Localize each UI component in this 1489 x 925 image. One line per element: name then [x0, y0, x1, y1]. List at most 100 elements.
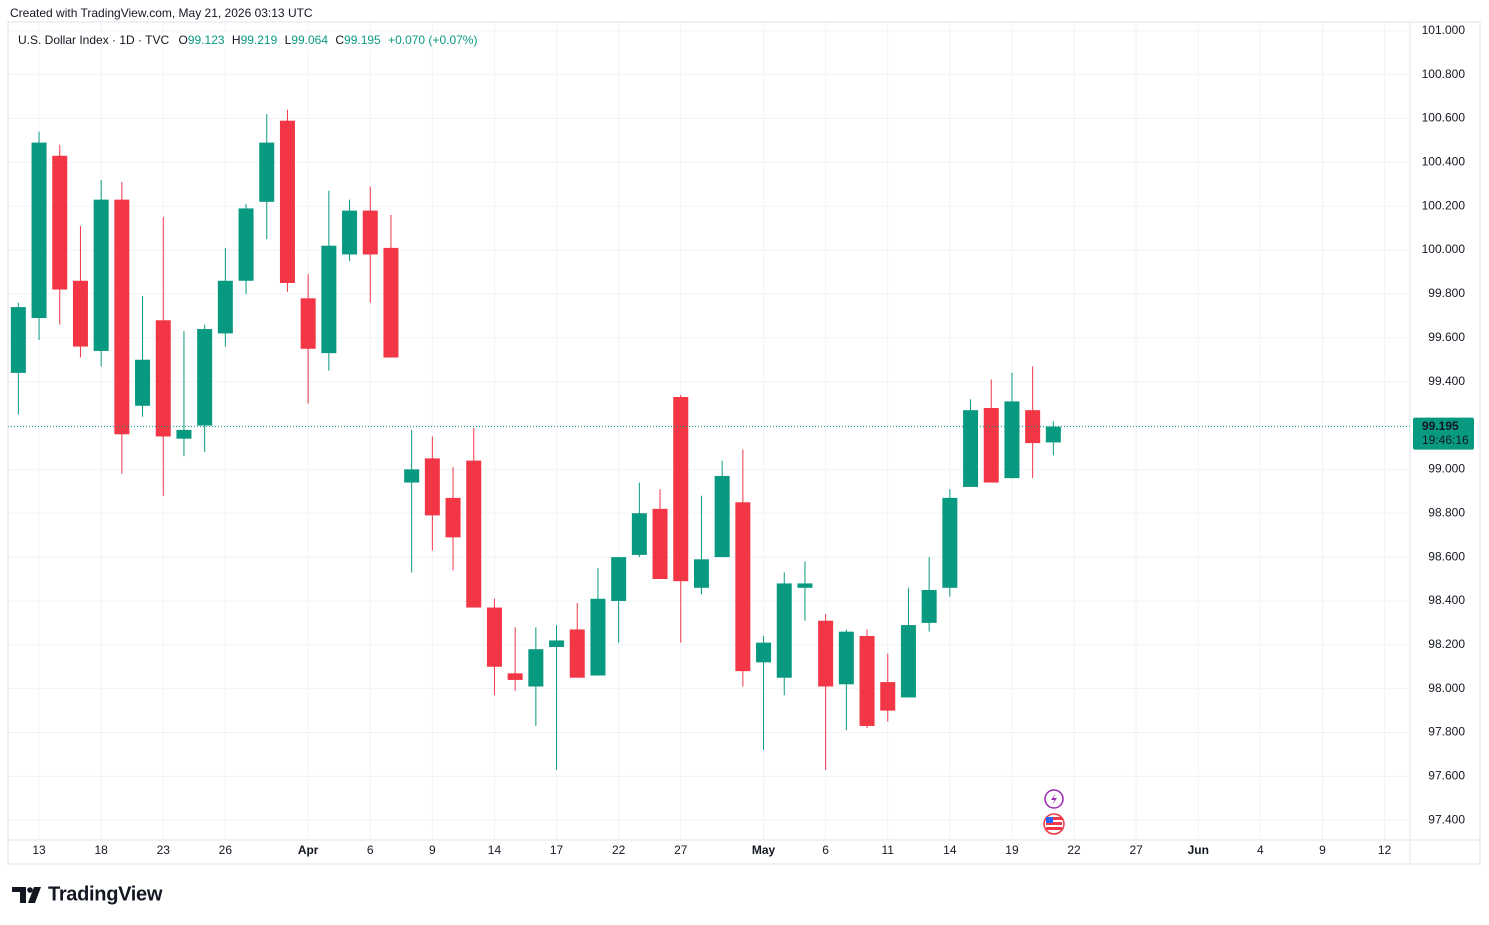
countdown-label: 19:46:16	[1422, 433, 1469, 447]
y-tick-label: 99.800	[1428, 286, 1465, 300]
candle-body	[528, 649, 544, 687]
y-tick-label: 100.600	[1422, 111, 1466, 125]
candle-body	[963, 410, 979, 487]
x-tick-label: 9	[1319, 843, 1326, 857]
candle-body	[549, 640, 565, 648]
candle-body	[52, 155, 68, 290]
y-tick-label: 100.000	[1422, 242, 1466, 256]
y-tick-label: 99.400	[1428, 374, 1465, 388]
x-tick-label: 17	[550, 843, 564, 857]
event-icons	[1043, 789, 1065, 835]
candle-body	[652, 508, 668, 580]
candle-body	[590, 598, 606, 676]
chart-frame	[7, 21, 1481, 865]
candle-body	[921, 589, 937, 623]
x-tick-label: 13	[32, 843, 46, 857]
x-tick-label: 9	[429, 843, 436, 857]
y-tick-label: 97.800	[1428, 725, 1465, 739]
candle-body	[776, 583, 792, 678]
y-tick-label: 97.400	[1428, 812, 1465, 826]
candle-body	[880, 682, 896, 711]
candle-body	[176, 429, 192, 439]
y-tick-label: 98.600	[1428, 549, 1465, 563]
candle-body	[135, 359, 151, 406]
flag-canton	[1046, 817, 1053, 823]
x-tick-label: Apr	[298, 843, 319, 857]
created-note: Created with TradingView.com, May 21, 20…	[10, 6, 313, 20]
legend-bg	[10, 32, 470, 50]
candle-body	[569, 629, 585, 678]
candle-body	[114, 199, 130, 435]
x-tick-label: 4	[1257, 843, 1264, 857]
candle-body	[259, 142, 275, 202]
x-tick-label: 14	[943, 843, 957, 857]
candle-body	[31, 142, 47, 319]
candle-body	[238, 208, 254, 281]
y-tick-label: 98.400	[1428, 593, 1465, 607]
candle-body	[72, 280, 88, 347]
brand-name: TradingView	[48, 883, 163, 905]
candle-body	[900, 625, 916, 698]
x-tick-label: 6	[822, 843, 829, 857]
change-label: +0.070 (+0.07%)	[388, 33, 477, 47]
ohlc-value: 99.219	[241, 33, 278, 47]
y-tick-label: 100.800	[1422, 67, 1466, 81]
candle-body	[404, 469, 420, 483]
candle-body	[321, 245, 337, 354]
candle-body	[838, 631, 854, 685]
candle-body	[486, 607, 502, 667]
y-tick-label: 97.600	[1428, 769, 1465, 783]
candle-body	[507, 673, 523, 680]
candle-body	[383, 247, 399, 358]
symbol-title: U.S. Dollar Index · 1D · TVC	[18, 33, 169, 47]
ohlc-key: H	[232, 33, 241, 47]
flag-stripe	[1046, 827, 1062, 830]
logo-part	[12, 887, 26, 903]
ohlc-value: 99.123	[188, 33, 225, 47]
candle-body	[859, 636, 875, 726]
candle-body	[300, 298, 316, 349]
candle-body	[424, 458, 440, 516]
plot-layer	[8, 22, 1410, 840]
logo-part	[28, 887, 41, 903]
x-tick-label: 22	[1067, 843, 1081, 857]
y-tick-label: 100.400	[1422, 155, 1466, 169]
candle-body	[445, 497, 461, 538]
candle-body	[756, 642, 772, 663]
candle-body	[1045, 426, 1061, 443]
logo-part	[27, 887, 33, 893]
x-tick-label: 19	[1005, 843, 1019, 857]
x-tick-label: Jun	[1188, 843, 1209, 857]
x-tick-label: 22	[612, 843, 626, 857]
candle-body	[631, 513, 647, 555]
x-tick-label: May	[752, 843, 776, 857]
y-tick-label: 101.000	[1422, 23, 1466, 37]
y-tick-label: 99.000	[1428, 462, 1465, 476]
x-tick-label: 11	[882, 843, 895, 857]
candle-body	[735, 502, 751, 672]
candle-body	[673, 397, 689, 582]
x-tick-label: 6	[367, 843, 374, 857]
candle-body	[797, 583, 813, 588]
ohlc-value: 99.064	[291, 33, 328, 47]
y-tick-label: 98.800	[1428, 505, 1465, 519]
candle-body	[1025, 410, 1041, 444]
candle-body	[693, 559, 709, 588]
candle-body	[466, 460, 482, 608]
x-tick-label: 23	[157, 843, 171, 857]
last-price-label: 99.195	[1422, 419, 1459, 433]
x-tick-label: 14	[488, 843, 502, 857]
candle-body	[818, 620, 834, 687]
flag-stripe	[1046, 817, 1062, 820]
ohlc-key: O	[179, 33, 188, 47]
y-tick-label: 100.200	[1422, 198, 1466, 212]
ohlc-value: 99.195	[344, 33, 381, 47]
x-tick-label: 27	[674, 843, 688, 857]
flag-stripe	[1046, 822, 1062, 825]
ohlc-key: L	[285, 33, 292, 47]
x-tick-label: 18	[94, 843, 108, 857]
x-tick-label: 12	[1378, 843, 1392, 857]
candle-body	[10, 307, 26, 373]
